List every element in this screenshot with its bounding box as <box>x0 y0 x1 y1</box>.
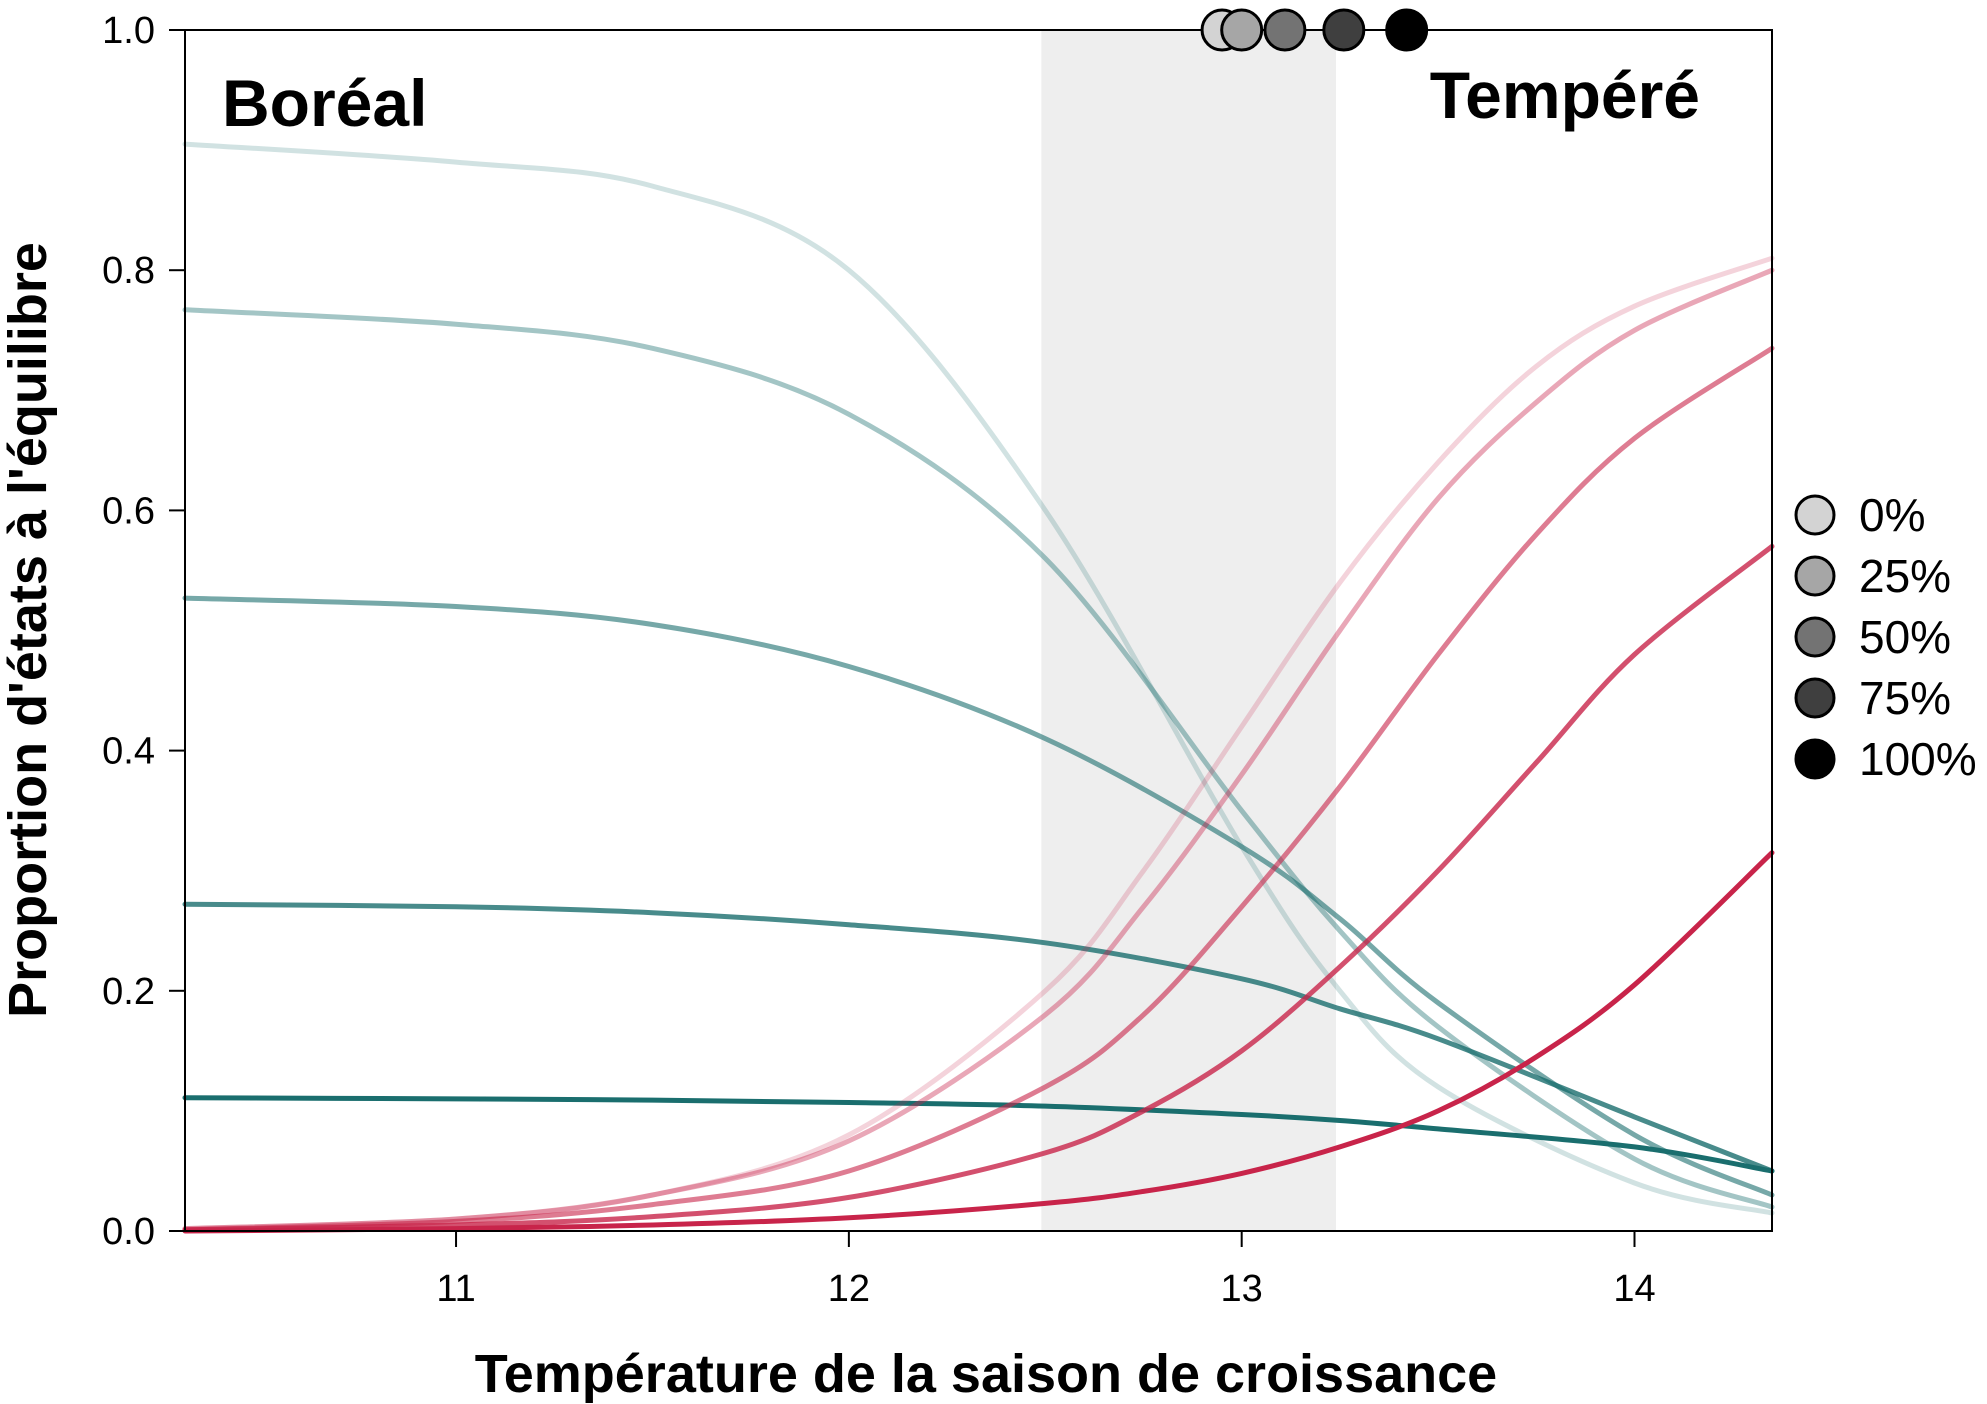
legend-label: 100% <box>1859 733 1977 785</box>
y-axis: 0.0 0.2 0.4 0.6 0.8 1.0 <box>102 10 185 1253</box>
legend-marker <box>1794 738 1836 780</box>
series-layer <box>182 141 1775 1234</box>
legend-marker <box>1794 555 1836 597</box>
temperate-series-line-7 <box>182 345 1775 1233</box>
boreal-series-line-1 <box>182 307 1775 1210</box>
y-tick-label: 0.8 <box>102 250 155 292</box>
temperate-series-line-9 <box>182 850 1775 1234</box>
x-tick-label: 14 <box>1613 1268 1655 1310</box>
temperate-label: Tempéré <box>1430 58 1700 132</box>
threshold-marker <box>1220 8 1264 52</box>
x-axis: 11 12 13 14 <box>436 1231 1656 1310</box>
legend-marker <box>1794 494 1836 536</box>
y-tick-label: 0.2 <box>102 971 155 1013</box>
x-tick-label: 11 <box>436 1268 475 1310</box>
temperate-series-line-5 <box>182 255 1775 1232</box>
boreal-label: Boréal <box>222 66 427 140</box>
legend-marker <box>1794 616 1836 658</box>
x-tick-label: 13 <box>1221 1268 1263 1310</box>
y-tick-label: 0.4 <box>102 731 155 773</box>
boreal-series-line-3 <box>182 901 1775 1174</box>
threshold-marker <box>1322 8 1366 52</box>
y-tick-label: 1.0 <box>102 10 155 52</box>
legend: 0% 25% 50% 75% 100% <box>1794 489 1977 785</box>
legend-label: 25% <box>1859 550 1951 602</box>
plot-frame <box>184 29 1773 1232</box>
legend-marker <box>1794 677 1836 719</box>
threshold-markers <box>1200 8 1429 52</box>
legend-label: 50% <box>1859 611 1951 663</box>
y-tick-label: 0.0 <box>102 1211 155 1253</box>
legend-label: 0% <box>1859 489 1925 541</box>
threshold-marker <box>1263 8 1307 52</box>
boreal-series-line-0 <box>182 141 1775 1216</box>
y-tick-label: 0.6 <box>102 490 155 532</box>
temperate-series-line-6 <box>182 267 1775 1232</box>
x-axis-title: Température de la saison de croissance <box>475 1344 1497 1404</box>
y-axis-title: Proportion d'états à l'équilibre <box>0 242 58 1018</box>
temperate-series-line-8 <box>182 543 1775 1233</box>
legend-label: 75% <box>1859 672 1951 724</box>
boreal-series-line-4 <box>182 1095 1775 1174</box>
shaded-band <box>1041 30 1336 1231</box>
threshold-marker <box>1385 8 1429 52</box>
x-tick-label: 12 <box>828 1268 870 1310</box>
